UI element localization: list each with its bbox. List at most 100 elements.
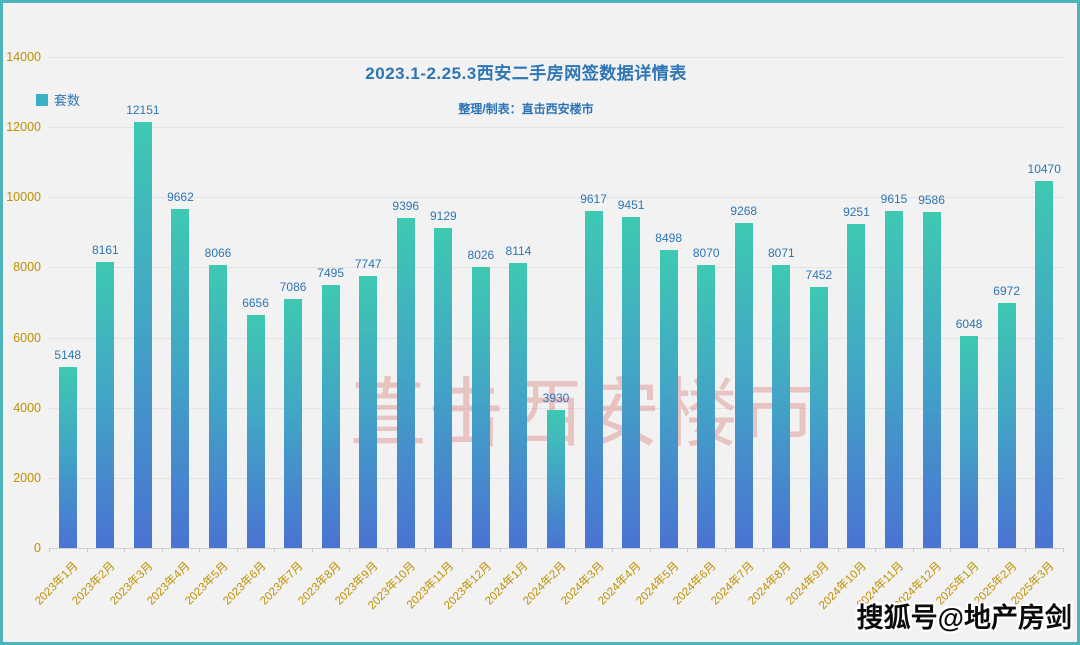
bar [697,264,716,548]
gridline [49,407,1063,409]
legend: 套数 [36,90,80,109]
bar-value-label: 10470 [1027,161,1061,176]
y-axis-tick-label: 10000 [6,190,41,205]
bar [734,222,753,548]
x-axis-tickmark [49,548,50,552]
bar-value-label: 6972 [993,284,1021,299]
x-axis-tickmark [161,548,163,552]
bar-value-label: 8026 [467,247,495,262]
x-axis-tickmark [124,548,126,552]
watermark-bottom-right: 搜狐号@地产房剑 [856,603,1072,633]
bar [622,216,641,548]
bar-value-label: 9251 [843,204,870,219]
bar-value-label: 8071 [767,245,795,260]
bar-value-label: 9662 [167,190,194,205]
y-axis-tick-label: 14000 [6,50,41,64]
x-axis-tickmark [236,548,238,552]
x-axis-tickmark [1063,548,1064,552]
x-axis-tickmark [199,548,201,552]
y-axis-tick-label: 8000 [13,260,41,275]
bar-value-label: 7452 [805,267,833,282]
y-axis-tick-label: 2000 [13,470,41,485]
bar [284,299,303,548]
x-axis-tickmark [311,548,313,552]
bar [246,314,265,548]
gridline [49,197,1063,199]
chart-subtitle: 整理/制表：直击西安楼市 [458,102,594,116]
bar-value-label: 5148 [54,348,82,363]
x-axis-tickmark [950,548,952,552]
bar-value-label: 8066 [204,246,232,261]
x-axis-tickmark [424,548,426,552]
bar [885,210,903,548]
gridline [49,267,1063,269]
x-axis-tickmark [537,548,539,552]
x-axis-tickmark [875,548,877,552]
bar [659,249,678,548]
x-axis-tickmark [649,548,651,552]
bar [1035,180,1054,548]
y-axis-tick-label: 0 [34,541,41,555]
bar-value-label: 9268 [730,203,758,218]
bar [58,367,77,548]
bar [997,303,1016,548]
x-axis-tickmark [725,548,726,552]
x-axis-tickmark [762,548,764,552]
bar [133,121,152,548]
bar [922,211,941,548]
bar [471,266,490,548]
x-axis-tickmark [687,548,689,552]
bar-value-label: 7747 [354,257,382,272]
y-axis-tick-label: 12000 [6,120,41,135]
bar [809,286,828,548]
x-axis-tickmark [499,548,501,552]
bar [434,227,453,548]
x-axis-tickmark [912,548,914,552]
bar-value-label: 9451 [617,197,645,212]
bar-value-label: 3930 [542,391,570,406]
gridline [49,337,1063,339]
bar [547,410,565,548]
x-axis-tickmark [349,548,351,552]
gridline [49,548,1063,549]
bar-value-label: 9396 [392,199,420,214]
plot-area: 0 2000 4000 6000 8000 10000 12000 14000 5148 2023… [6,50,1064,612]
x-axis-tickmark [837,548,839,552]
bar-value-label: 8498 [655,230,683,245]
x-axis-tickmark [1025,548,1027,552]
bar [772,264,791,548]
bar-value-label: 12151 [126,102,160,117]
bar-value-label: 6656 [242,295,269,310]
bar-value-label: 7086 [279,280,307,295]
bar-value-label: 8161 [91,242,119,257]
bar [847,223,866,548]
bar [171,209,190,548]
bar [396,218,415,548]
x-axis-tickmark [387,548,388,552]
legend-swatch-icon [36,93,48,106]
bar [209,265,227,548]
x-axis-tickmark [800,548,802,552]
y-axis-tick-label: 6000 [13,330,41,345]
x-axis-tickmark [612,548,614,552]
bar-value-label: 9615 [880,191,908,206]
bar-value-label: 6048 [955,316,983,331]
x-axis-tickmark [574,548,576,552]
gridline [49,57,1063,58]
x-axis-tickmark [274,548,276,552]
bar [509,263,528,548]
bar-value-label: 9586 [918,192,945,207]
x-axis-tickmark [987,548,989,552]
bar [96,261,115,548]
bar-value-label: 9129 [429,208,457,223]
bar-value-label: 7495 [317,266,345,281]
gridline [49,127,1063,129]
bar-value-label: 9617 [580,191,607,206]
chart-title: 2023.1-2.25.3西安二手房网签数据详情表 [365,64,687,83]
bar-value-label: 8070 [692,245,720,260]
legend-label: 套数 [54,93,81,108]
bar [584,210,603,548]
bar [321,285,340,548]
bar-value-label: 8114 [505,244,532,259]
x-axis-tickmark [462,548,464,552]
